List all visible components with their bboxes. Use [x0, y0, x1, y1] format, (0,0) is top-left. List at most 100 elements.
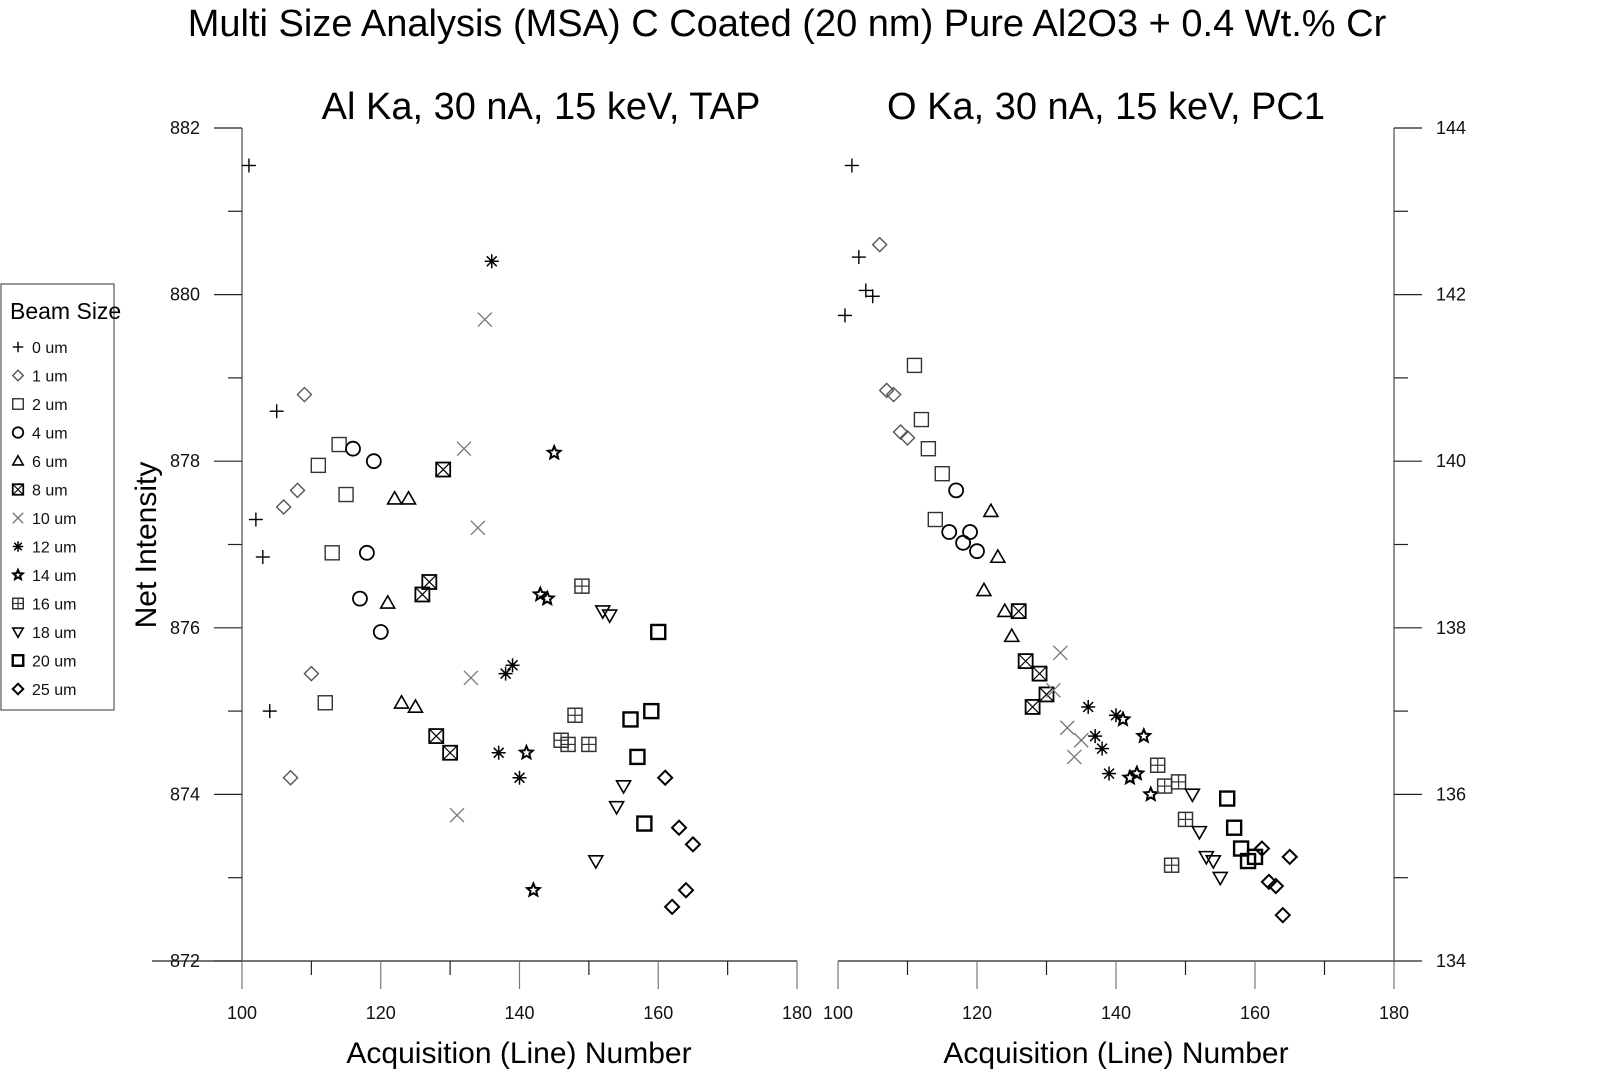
data-point [670, 819, 688, 837]
data-point [1149, 757, 1166, 773]
legend-marker-diamond-icon [11, 369, 25, 382]
legend-item: 25 um [11, 682, 76, 699]
legend-label: 4 um [32, 426, 68, 443]
data-point [498, 666, 513, 681]
series-20-um [1218, 790, 1264, 870]
legend-marker-diamond-bold-icon [11, 682, 25, 696]
series-marks-left [241, 158, 702, 916]
x-tick-label: 120 [962, 1003, 992, 1023]
legend-item: 8 um [11, 483, 68, 500]
data-point [269, 404, 284, 419]
series-1-um [871, 236, 916, 446]
data-point [1081, 699, 1096, 714]
data-point [1102, 766, 1117, 781]
data-point [982, 502, 1000, 518]
legend-label: 8 um [32, 483, 68, 500]
series-8-um [414, 461, 459, 761]
y-tick-label: 136 [1436, 784, 1466, 804]
legend-label: 14 um [32, 568, 76, 585]
legend-label: 0 um [32, 340, 68, 357]
series-16-um [1149, 757, 1194, 873]
data-point [601, 609, 619, 624]
legend-item: 10 um [12, 511, 76, 528]
data-point [1204, 854, 1222, 870]
legend-item: 16 um [12, 597, 76, 614]
data-point [1260, 873, 1278, 891]
data-point [934, 465, 950, 482]
data-point [442, 744, 459, 761]
series-6-um [379, 490, 424, 713]
legend-label: 25 um [32, 682, 76, 699]
panel-title-al-ka: Al Ka, 30 nA, 15 keV, TAP [322, 86, 761, 128]
legend-label: 16 um [32, 597, 76, 614]
data-point [1177, 811, 1194, 828]
data-point [275, 499, 292, 516]
legend-marker-asterisk-icon [12, 541, 24, 552]
x-axis-label-left: Acquisition (Line) Number [346, 1037, 691, 1070]
data-point [435, 461, 452, 478]
series-2-um [310, 436, 354, 711]
legend-item: 4 um [11, 426, 68, 443]
series-12-um [1081, 699, 1123, 781]
data-point [871, 236, 888, 253]
data-point [941, 524, 958, 540]
y-tick-label: 876 [170, 618, 200, 638]
data-point [331, 436, 347, 453]
data-point [512, 770, 527, 785]
legend-label: 18 um [32, 625, 76, 642]
data-point [317, 695, 333, 711]
series-14-um [517, 443, 563, 898]
data-point [650, 623, 667, 641]
data-point [567, 707, 583, 724]
x-tick-label: 120 [366, 1003, 396, 1023]
data-point [581, 736, 597, 753]
legend-label: 1 um [32, 369, 68, 386]
legend-item: 1 um [11, 369, 68, 386]
series-18-um [1184, 788, 1229, 887]
data-point [310, 457, 327, 474]
data-point [428, 728, 445, 744]
data-point [1163, 857, 1180, 873]
data-point [400, 490, 417, 505]
data-point [484, 254, 499, 269]
series-10-um [449, 312, 493, 823]
data-point [656, 769, 674, 787]
data-point [477, 312, 493, 328]
data-point [1045, 682, 1061, 698]
legend-item: 6 um [11, 454, 68, 471]
legend-marker-boxx-icon [11, 483, 25, 496]
y-tick-label: 882 [170, 118, 200, 138]
data-point [615, 780, 632, 795]
data-point [955, 534, 971, 551]
series-25-um [656, 769, 702, 916]
data-point [587, 854, 605, 870]
y-tick-label: 144 [1436, 118, 1466, 138]
legend-marker-square-bold-icon [11, 654, 25, 667]
data-point [1197, 850, 1215, 866]
data-point [1281, 848, 1299, 866]
data-point [1088, 729, 1103, 744]
legend-item: 0 um [12, 340, 68, 357]
data-point [463, 670, 479, 686]
legend-marker-x-icon [12, 512, 24, 524]
x-tick-label: 160 [1240, 1003, 1270, 1023]
data-point [858, 283, 873, 298]
data-point [303, 665, 320, 682]
y-tick-label: 878 [170, 451, 200, 471]
data-point [1274, 906, 1292, 924]
data-point [1156, 778, 1173, 794]
data-point [1003, 627, 1021, 643]
data-point [282, 769, 299, 786]
data-point [865, 289, 880, 304]
series-12-um [484, 254, 527, 785]
x-tick-label: 100 [823, 1003, 853, 1023]
data-point [975, 581, 993, 597]
data-point [892, 424, 909, 441]
data-point [1073, 732, 1089, 748]
series-18-um [587, 605, 632, 870]
series-6-um [975, 502, 1021, 643]
data-point [996, 602, 1014, 618]
y-tick-label: 134 [1436, 951, 1466, 971]
data-point [1066, 749, 1082, 765]
